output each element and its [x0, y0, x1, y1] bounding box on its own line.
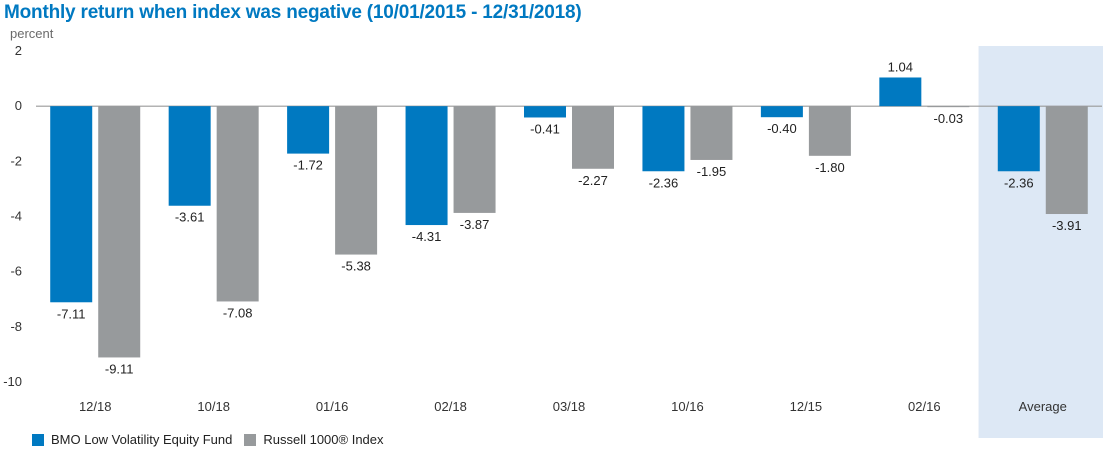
legend-label-fund: BMO Low Volatility Equity Fund	[51, 432, 233, 447]
bar-index	[98, 106, 141, 358]
x-tick-label: 02/18	[434, 399, 467, 414]
data-label-index: -3.87	[460, 217, 490, 232]
bar-index	[1045, 106, 1088, 215]
bar-index	[335, 106, 378, 255]
data-label-fund: -4.31	[412, 229, 442, 244]
x-tick-label: 10/18	[197, 399, 230, 414]
data-label-fund: -2.36	[1004, 175, 1034, 190]
y-tick-label: -4	[10, 209, 22, 224]
data-label-index: -1.95	[697, 164, 727, 179]
x-tick-label: Average	[1019, 399, 1067, 414]
data-label-fund: -2.36	[649, 175, 679, 190]
data-label-fund: 1.04	[888, 59, 913, 74]
data-label-index: -9.11	[105, 361, 134, 376]
bar-fund	[287, 106, 330, 154]
y-tick-label: -2	[10, 153, 22, 168]
chart-title: Monthly return when index was negative (…	[4, 2, 582, 23]
y-axis-unit-label: percent	[10, 26, 54, 41]
bar-index	[572, 106, 614, 169]
legend-label-index: Russell 1000® Index	[263, 432, 384, 447]
x-tick-label: 03/18	[553, 399, 586, 414]
y-tick-label: -10	[3, 374, 22, 389]
bar-index	[453, 106, 496, 213]
bar-index	[927, 106, 970, 108]
data-label-index: -7.08	[223, 305, 253, 320]
y-tick-label: 0	[15, 98, 22, 113]
data-label-fund: -0.41	[530, 121, 560, 136]
bar-index	[808, 106, 851, 156]
data-label-index: -5.38	[341, 259, 371, 274]
legend: BMO Low Volatility Equity Fund Russell 1…	[32, 432, 396, 447]
data-label-index: -1.80	[815, 160, 845, 175]
bar-fund	[50, 106, 93, 303]
average-highlight-band	[978, 46, 1103, 438]
bar-fund	[997, 106, 1040, 172]
bar-fund	[642, 106, 685, 172]
data-label-fund: -0.40	[767, 121, 797, 136]
x-tick-label: 10/16	[671, 399, 704, 414]
bar-fund	[879, 77, 922, 107]
x-tick-label: 02/16	[908, 399, 941, 414]
y-tick-label: -8	[10, 319, 22, 334]
data-label-index: -3.91	[1052, 218, 1082, 233]
legend-item-index: Russell 1000® Index	[244, 432, 384, 447]
x-tick-label: 01/16	[316, 399, 349, 414]
legend-swatch-index	[244, 433, 257, 446]
bar-fund	[168, 106, 211, 206]
bar-fund	[760, 106, 803, 118]
legend-swatch-fund	[32, 433, 44, 446]
legend-item-fund: BMO Low Volatility Equity Fund	[32, 432, 232, 447]
y-tick-label: -6	[10, 264, 22, 279]
x-tick-label: 12/15	[790, 399, 823, 414]
data-label-fund: -7.11	[57, 306, 86, 321]
bar-index	[690, 106, 733, 160]
bar-fund	[524, 106, 566, 118]
x-tick-label: 12/18	[79, 399, 112, 414]
bar-index	[216, 106, 259, 302]
y-tick-label: 2	[15, 43, 22, 58]
data-label-fund: -1.72	[293, 158, 323, 173]
data-label-index: -0.03	[934, 111, 964, 126]
data-label-fund: -3.61	[175, 210, 205, 225]
bar-fund	[405, 106, 448, 226]
data-label-index: -2.27	[578, 173, 608, 188]
